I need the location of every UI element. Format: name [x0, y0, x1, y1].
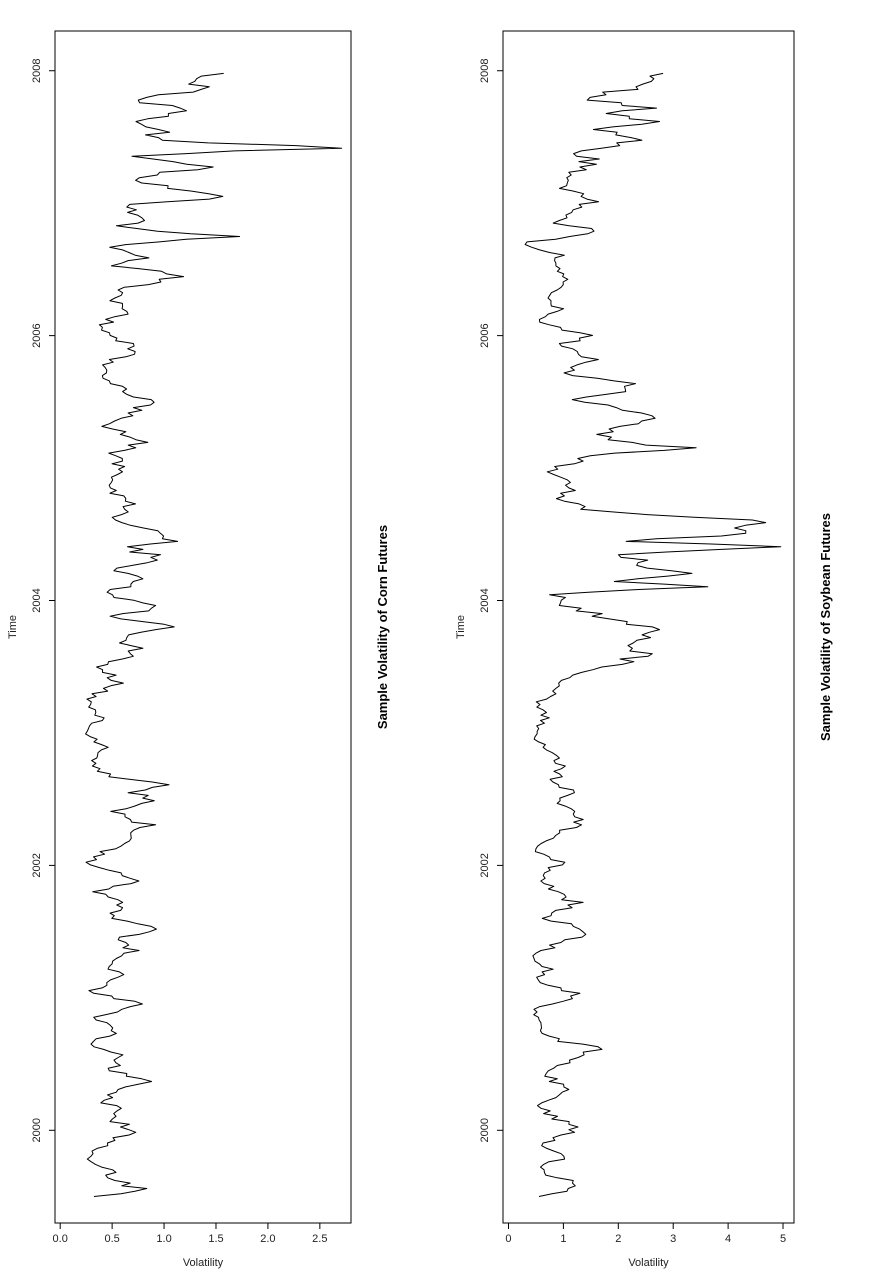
panel-2-x-axis-label: Time: [455, 615, 467, 639]
panel-2-x-tick-label-2006: 2006: [479, 323, 491, 347]
panel-2-y-tick-label-1: 1: [560, 1233, 566, 1245]
panel-2-y-tick-label-2: 2: [615, 1233, 621, 1245]
panel-1: Sample Volatility of Corn Futures 2000 200…: [7, 31, 390, 1269]
panel-1-x-axis-label: Time: [7, 615, 19, 639]
panel-1-y-axis-label: Volatility: [183, 1257, 224, 1269]
panel-2: Sample Volatility of Soybean Futures 2000…: [455, 31, 833, 1269]
panel-1-y-tick-label-0: 0.0: [53, 1233, 68, 1245]
panel-1-series-line: [86, 73, 342, 1196]
panel-1-x-tick-label-2004: 2004: [31, 588, 43, 612]
panel-2-y-tick-label-5: 5: [780, 1233, 786, 1245]
panel-1-y-tick-label-4: 2.0: [260, 1233, 275, 1245]
panel-1-y-tick-label-5: 2.5: [312, 1233, 327, 1245]
panel-2-y-tick-label-0: 0: [505, 1233, 511, 1245]
panel-2-title: Sample Volatility of Soybean Futures: [818, 513, 833, 741]
panel-2-y-tick-label-3: 3: [670, 1233, 676, 1245]
panel-1-x-tick-label-2002: 2002: [31, 853, 43, 877]
panel-2-x-tick-label-2000: 2000: [479, 1118, 491, 1142]
panel-2-y-tick-label-4: 4: [725, 1233, 731, 1245]
panel-2-x-tick-label-2002: 2002: [479, 853, 491, 877]
panel-1-plot-frame: [55, 31, 351, 1223]
panel-2-x-tick-label-2004: 2004: [479, 588, 491, 612]
panel-1-x-tick-label-2000: 2000: [31, 1118, 43, 1142]
panel-1-y-tick-label-3: 1.5: [208, 1233, 223, 1245]
panel-2-y-axis-label: Volatility: [628, 1257, 669, 1269]
panel-1-x-tick-label-2006: 2006: [31, 323, 43, 347]
panel-2-series-line: [525, 73, 781, 1196]
panel-1-x-tick-label-2008: 2008: [31, 58, 43, 82]
panel-1-y-tick-label-2: 1.0: [156, 1233, 171, 1245]
panel-1-y-tick-label-1: 0.5: [104, 1233, 119, 1245]
panel-1-title: Sample Volatility of Corn Futures: [375, 525, 390, 729]
figure-rotated: Sample Volatility of Corn Futures2000200…: [7, 31, 833, 1269]
panel-2-x-tick-label-2008: 2008: [479, 58, 491, 82]
